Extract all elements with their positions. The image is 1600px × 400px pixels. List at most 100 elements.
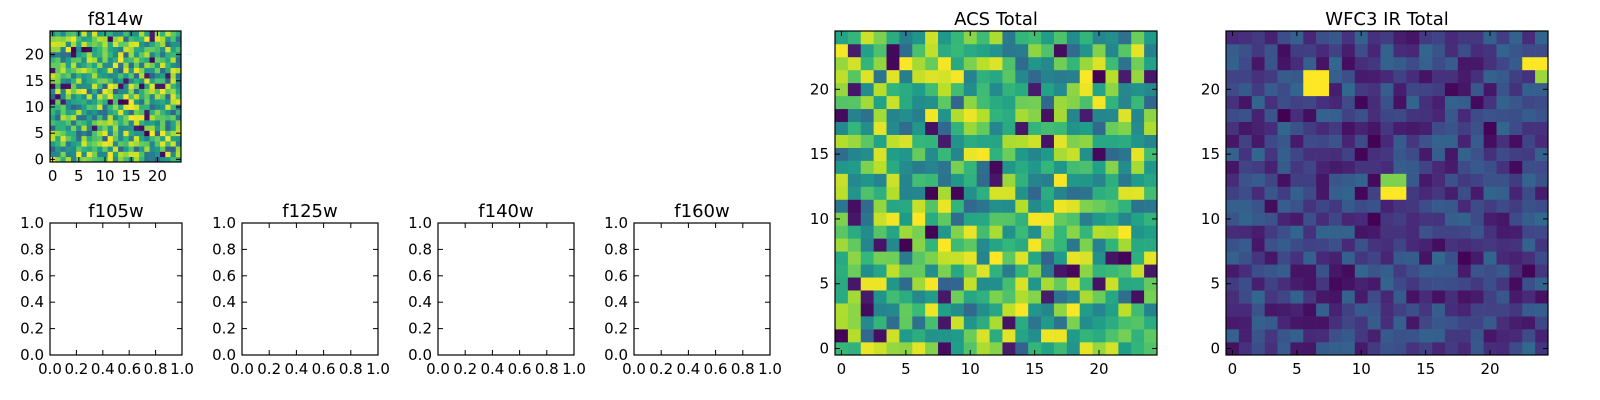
y-tick-label: 0.4 (604, 293, 628, 311)
heatmap-cell (1380, 186, 1394, 200)
heatmap-cell (1303, 160, 1317, 174)
heatmap-cell (97, 57, 103, 63)
heatmap-cell (899, 56, 913, 71)
heatmap-cell (1354, 121, 1368, 135)
heatmap-cell (925, 251, 939, 265)
heatmap-cell (1483, 147, 1497, 161)
heatmap-cell (1316, 173, 1330, 187)
heatmap-cell (91, 156, 98, 163)
heatmap-cell (1483, 186, 1497, 200)
heatmap-cell (1522, 69, 1536, 84)
heatmap-cell (886, 329, 900, 343)
heatmap-cell (107, 156, 114, 163)
heatmap-cell (144, 151, 150, 158)
heatmap-cell (1329, 316, 1343, 330)
heatmap-cell (123, 114, 129, 121)
heatmap-cell (873, 199, 887, 213)
heatmap-cell (1118, 225, 1132, 239)
heatmap-cell (149, 62, 156, 68)
heatmap-cell (65, 141, 72, 147)
heatmap-cell (912, 108, 926, 123)
heatmap-cell (938, 108, 952, 123)
heatmap-cell (938, 147, 952, 161)
heatmap-cell (139, 109, 145, 116)
heatmap-cell (925, 199, 939, 213)
heatmap-cell (60, 83, 67, 89)
heatmap-cell (1303, 173, 1317, 187)
heatmap-cell (1238, 186, 1253, 200)
heatmap-cell (149, 99, 156, 105)
heatmap-cell (1066, 316, 1081, 330)
heatmap-cell (1509, 303, 1523, 317)
heatmap-cell (65, 135, 72, 142)
heatmap-cell (112, 141, 119, 147)
heatmap-cell (847, 56, 862, 71)
heatmap-cell (1341, 238, 1356, 252)
heatmap-cell (102, 120, 108, 126)
heatmap-cell (1393, 43, 1407, 58)
heatmap-cell (925, 238, 939, 252)
heatmap-cell (97, 41, 103, 48)
heatmap-cell (1053, 82, 1068, 97)
heatmap-cell (175, 57, 182, 63)
heatmap-cell (102, 62, 108, 68)
heatmap-cell (835, 251, 849, 265)
heatmap-cell (1509, 134, 1523, 148)
x-tick-label: 0.0 (622, 360, 646, 378)
heatmap-cell (1509, 277, 1523, 291)
heatmap-cell (118, 72, 124, 79)
heatmap-cell (1238, 31, 1253, 45)
heatmap-cell (886, 31, 900, 45)
heatmap-cell (50, 146, 56, 152)
heatmap-cell (175, 83, 182, 89)
heatmap-cell (91, 146, 98, 152)
heatmap-cell (1303, 147, 1317, 161)
heatmap-cell (1041, 303, 1055, 317)
heatmap-cell (1131, 56, 1145, 71)
heatmap-cell (1277, 290, 1291, 304)
heatmap-cell (1251, 147, 1265, 161)
heatmap-cell (60, 41, 67, 48)
heatmap-cell (165, 99, 171, 105)
heatmap-cell (1092, 212, 1106, 226)
heatmap-cell (1419, 238, 1433, 252)
heatmap-cell (91, 130, 98, 137)
x-tick-label: 5 (901, 360, 911, 378)
heatmap-cell (1354, 95, 1368, 110)
heatmap-cell (976, 173, 990, 187)
heatmap-cell (144, 146, 150, 152)
heatmap-cell (1457, 82, 1472, 97)
heatmap-cell (50, 99, 56, 105)
y-tick-label: 0 (819, 340, 829, 358)
heatmap-cell (1028, 134, 1042, 148)
heatmap-cell (1329, 121, 1343, 135)
heatmap-cell (1509, 31, 1523, 45)
heatmap-cell (1393, 108, 1407, 123)
heatmap-cell (50, 46, 56, 53)
y-tick-label: 0.0 (408, 346, 432, 364)
heatmap-cell (1118, 212, 1132, 226)
heatmap-cell (1226, 108, 1240, 123)
heatmap-cell (1041, 290, 1055, 304)
heatmap-cell (847, 95, 862, 110)
heatmap-cell (1251, 173, 1265, 187)
heatmap-cell (1341, 329, 1356, 343)
heatmap-cell (1316, 277, 1330, 291)
heatmap-cell (1406, 199, 1420, 213)
heatmap-cell (1041, 199, 1055, 213)
heatmap-cell (112, 125, 119, 131)
heatmap-cell (118, 57, 124, 63)
heatmap-cell (154, 51, 161, 58)
heatmap-cell (1041, 31, 1055, 45)
heatmap-cell (118, 156, 124, 163)
heatmap-cell (1444, 199, 1459, 213)
heatmap-cell (50, 93, 56, 100)
heatmap-cell (154, 36, 161, 42)
heatmap-cell (1264, 225, 1278, 239)
heatmap-cell (76, 109, 82, 116)
heatmap-cell (1329, 134, 1343, 148)
heatmap-cell (144, 67, 150, 74)
heatmap-cell (70, 141, 77, 147)
heatmap-cell (1444, 147, 1459, 161)
heatmap-cell (65, 72, 72, 79)
